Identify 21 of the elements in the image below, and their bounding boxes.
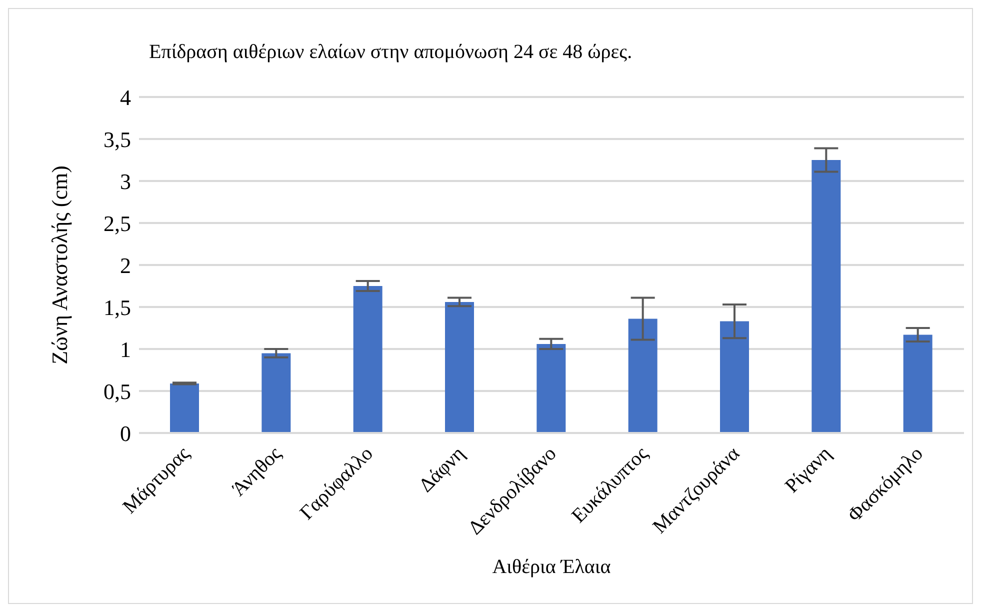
bar xyxy=(262,353,291,433)
bar xyxy=(353,286,382,433)
y-tick-label: 3 xyxy=(120,168,131,194)
bar xyxy=(812,160,841,433)
bar xyxy=(720,321,749,433)
x-axis-title: Αιθέρια Έλαια xyxy=(492,556,612,578)
bar xyxy=(903,334,932,433)
bar xyxy=(445,302,474,433)
bar xyxy=(536,344,566,433)
y-tick-label: 0,5 xyxy=(104,378,131,404)
y-tick-label: 2 xyxy=(120,252,131,278)
y-tick-label: 1,5 xyxy=(104,294,131,320)
y-tick-label: 3,5 xyxy=(104,126,131,152)
bar xyxy=(170,383,199,433)
y-tick-label: 1 xyxy=(120,336,131,362)
bar xyxy=(628,318,658,433)
chart-title: Επίδραση αιθέριων ελαίων στην απομόνωση 24 σε 48 ώρες. xyxy=(149,41,632,64)
y-tick-label: 2,5 xyxy=(104,210,131,236)
y-tick-label: 4 xyxy=(120,84,131,110)
y-tick-label: 0 xyxy=(120,420,131,446)
y-axis-title: Ζώνη Αναστολής (cm) xyxy=(46,166,72,364)
